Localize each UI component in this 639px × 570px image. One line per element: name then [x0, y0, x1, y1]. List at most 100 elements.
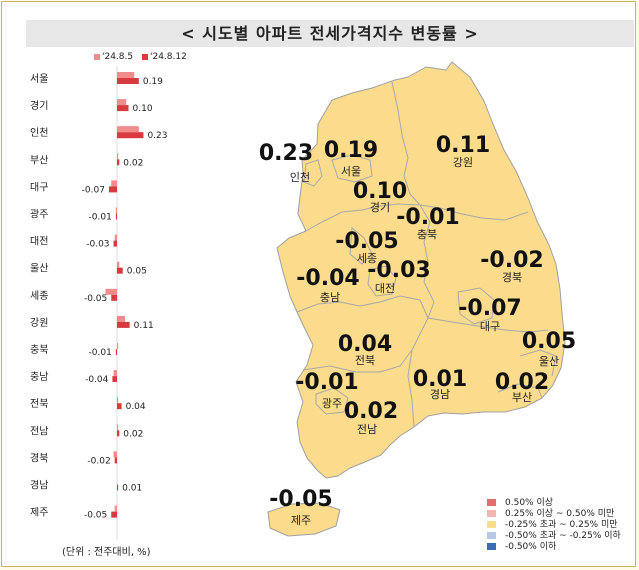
- map-value-gyeongbuk: -0.02: [480, 248, 543, 273]
- category-label-8: 세종: [30, 290, 48, 302]
- legend-swatch-2: [487, 521, 496, 528]
- map-value-gyeongnam: 0.01: [413, 367, 467, 392]
- legend-label-prev: '24.8.5: [102, 52, 134, 62]
- bar-current-9: [117, 321, 130, 328]
- legend-label-4: -0.50% 이하: [505, 542, 557, 552]
- value-label-7: 0.05: [127, 267, 147, 277]
- category-label-15: 경남: [30, 479, 48, 492]
- bar-prev-4: [111, 180, 117, 187]
- bar-current-4: [108, 186, 117, 193]
- map-value-jeonnam: 0.02: [344, 399, 398, 424]
- bar-current-3: [117, 159, 120, 166]
- value-label-6: -0.03: [86, 240, 109, 250]
- map-name-seoul: 서울: [341, 165, 361, 178]
- bar-prev-2: [117, 126, 139, 133]
- legend-label-3: -0.50% 초과 ~ -0.25% 이하: [505, 531, 621, 541]
- map-name-gwangju: 광주: [322, 397, 342, 410]
- border-gangwon-south: [419, 204, 529, 221]
- border-gyeongbuk-south: [427, 317, 549, 333]
- map-name-gyeonggi: 경기: [370, 201, 390, 214]
- bar-current-15: [117, 484, 119, 491]
- border-daejeon: [367, 265, 397, 297]
- value-label-10: -0.01: [89, 348, 112, 358]
- border-daegu: [457, 287, 495, 325]
- bar-prev-6: [114, 234, 117, 241]
- bar-current-13: [117, 430, 120, 437]
- value-label-14: -0.02: [87, 456, 110, 466]
- province-borders: [296, 81, 557, 428]
- legend-swatch-0: [487, 499, 496, 506]
- map-name-gyeongbuk: 경북: [502, 271, 522, 284]
- legend-entry-prev: '24.8.5: [94, 52, 133, 62]
- map-name-jeju: 제주: [291, 514, 311, 527]
- category-label-14: 경북: [30, 451, 48, 464]
- map-name-sejong: 세종: [357, 252, 377, 265]
- value-label-0: 0.19: [143, 77, 163, 87]
- value-label-8: -0.05: [84, 294, 107, 304]
- border-ulsan: [519, 349, 557, 377]
- bar-prev-14: [113, 451, 117, 458]
- bar-prev-11: [113, 370, 117, 377]
- category-label-1: 경기: [30, 99, 48, 112]
- legend-swatch-prev: [94, 53, 100, 60]
- value-label-9: 0.11: [134, 321, 154, 331]
- jeju-shape: [267, 502, 341, 537]
- legend-row-0: 0.50% 이상: [487, 498, 621, 509]
- bar-current-6: [113, 240, 117, 247]
- border-incheon: [303, 159, 323, 187]
- category-label-4: 대구: [30, 181, 48, 193]
- map-value-jeju: -0.05: [269, 487, 332, 512]
- map-value-incheon: 0.23: [259, 141, 313, 166]
- border-chungbuk-east: [419, 204, 435, 319]
- bar-current-11: [112, 376, 117, 383]
- border-sejong: [349, 226, 373, 265]
- category-label-9: 강원: [30, 317, 48, 329]
- bar-prev-7: [117, 261, 120, 268]
- category-label-10: 충북: [30, 344, 48, 356]
- map-name-daejeon: 대전: [375, 282, 395, 295]
- bar-prev-8: [105, 288, 117, 295]
- map-value-daegu: -0.07: [458, 296, 521, 321]
- map-value-chungbuk: -0.01: [396, 205, 459, 230]
- border-seoul: [331, 154, 373, 183]
- value-label-16: -0.05: [84, 511, 107, 521]
- legend-row-1: 0.25% 이상 ~ 0.50% 미만: [487, 509, 621, 520]
- border-busan: [497, 383, 543, 399]
- bar-current-2: [117, 132, 144, 139]
- map-name-gangwon: 강원: [453, 156, 473, 169]
- bar-current-10: [115, 349, 117, 355]
- legend-label-0: 0.50% 이상: [505, 498, 554, 508]
- category-label-5: 광주: [30, 209, 48, 221]
- bar-current-12: [117, 403, 122, 410]
- legend-swatch-1: [487, 510, 496, 517]
- bar-current-16: [111, 511, 117, 518]
- bar-current-8: [111, 294, 117, 301]
- legend-entry-current: '24.8.12: [142, 52, 187, 62]
- title-bar: < 시도별 아파트 전세가격지수 변동률 >: [26, 20, 634, 47]
- map-outline: [267, 61, 566, 537]
- map-value-busan: 0.02: [495, 370, 549, 395]
- category-label-3: 부산: [30, 154, 48, 166]
- value-label-4: -0.07: [82, 185, 105, 195]
- category-label-0: 서울: [30, 73, 48, 85]
- bar-prev-12: [117, 397, 119, 404]
- border-chungnam-jeonbuk: [296, 295, 429, 319]
- legend-swatch-current: [142, 53, 148, 60]
- bar-prev-9: [117, 315, 126, 322]
- value-label-15: 0.01: [122, 484, 142, 494]
- map-name-incheon: 인천: [290, 170, 310, 184]
- bar-current-7: [117, 267, 123, 274]
- map-value-ulsan: 0.05: [522, 329, 576, 354]
- category-label-13: 전남: [30, 425, 48, 437]
- bar-prev-3: [117, 153, 119, 160]
- legend-row-3: -0.50% 초과 ~ -0.25% 이하: [487, 531, 621, 542]
- border-gwangju: [315, 387, 349, 415]
- legend-row-2: -0.25% 초과 ~ 0.25% 미만: [487, 520, 621, 531]
- map-name-jeonnam: 전남: [357, 423, 377, 436]
- category-label-6: 대전: [30, 236, 48, 248]
- map-value-seoul: 0.19: [324, 138, 378, 163]
- value-label-12: 0.04: [126, 402, 146, 412]
- map-value-sejong: -0.05: [335, 229, 398, 254]
- category-label-12: 전북: [30, 398, 48, 410]
- map-legend: 0.50% 이상 0.25% 이상 ~ 0.50% 미만 -0.25% 초과 ~ 0…: [487, 498, 621, 553]
